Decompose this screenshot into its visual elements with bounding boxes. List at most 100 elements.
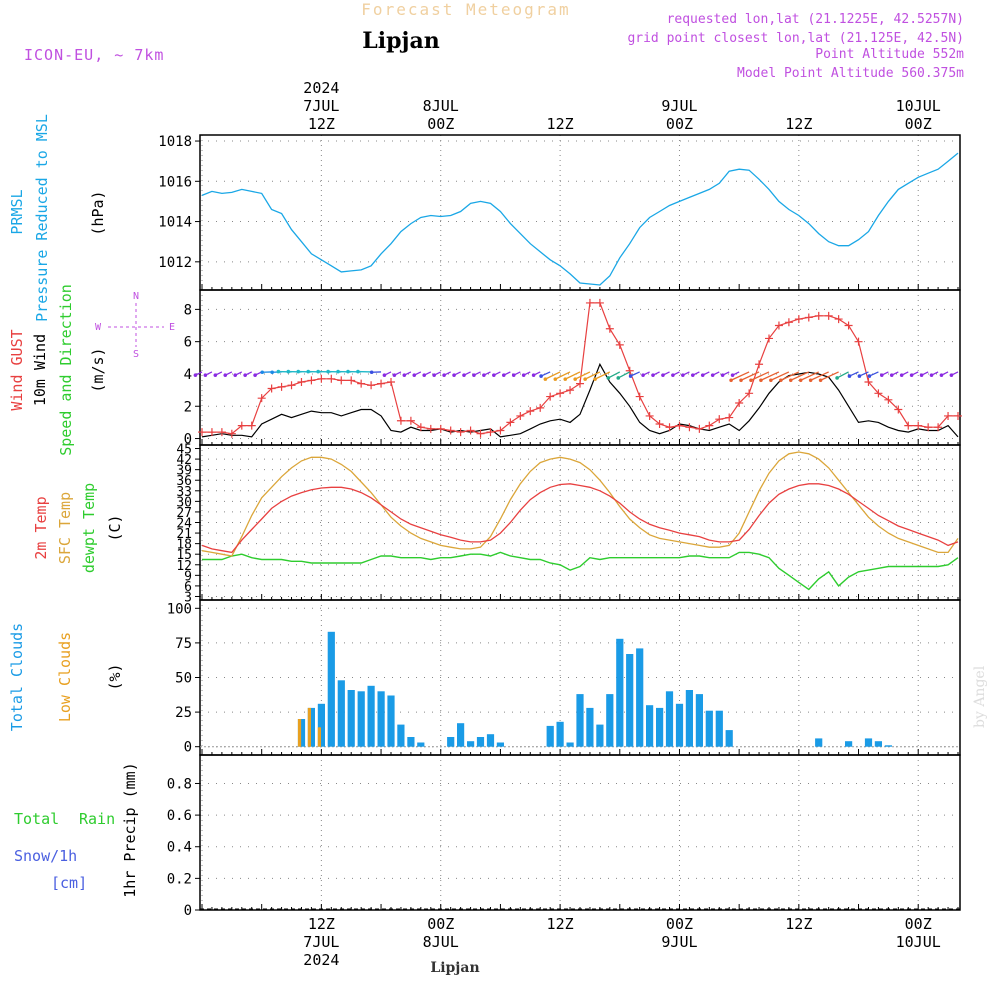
wind-arrow-head [920,373,924,377]
total-cloud-bar [626,654,633,747]
y-tick-label: 0.6 [167,808,192,824]
wind-arrow-head [492,373,496,377]
y-tick-label: 100 [167,601,192,617]
low-cloud-bar [298,719,301,747]
wind-arrow-head [769,378,773,382]
wind-arrow-head [356,370,360,374]
gust-marker [725,414,733,422]
wind-arrow-head [422,373,426,377]
wind-arrow-head [809,378,813,382]
gust-marker [715,415,723,423]
gust-marker [347,376,355,384]
wind-arrow-head [890,373,894,377]
gust-marker [666,423,674,431]
total-cloud-bar [378,691,385,746]
pressure-axis-label: PRMSL [8,189,26,234]
gust-marker [397,417,405,425]
total-cloud-bar [338,680,345,746]
gust-marker [675,422,683,430]
grid-point-coords: grid point closest lon,lat (21.125E, 42.… [627,31,964,46]
gust-marker [855,338,863,346]
temp-axis-label: SFC Temp [56,492,74,564]
gust-marker [467,426,475,434]
total-cloud-bar [815,738,822,746]
legend-snow: Snow/1h [14,847,77,865]
total-cloud-bar [726,730,733,747]
clouds-axis-label: Low Clouds [56,632,74,722]
panel-frame [200,755,960,910]
gust-marker [516,412,524,420]
wind-arrow-head [629,374,633,378]
legend-rain: Rain [79,810,115,828]
total-cloud-bar [497,743,504,747]
signature: by Angel [972,665,988,728]
total-cloud-bar [686,690,693,747]
total-cloud-bar [706,711,713,747]
y-tick-label: 0 [184,740,192,756]
bottom-time-label: 12Z [547,915,574,933]
wind-axis-label: 10m Wind [31,334,49,406]
bottom-time-label: 9JUL [661,933,697,951]
wind-arrow-head [799,378,803,382]
gust-marker [705,422,713,430]
wind-arrow-head [593,377,597,381]
wind-arrow-head [214,373,218,377]
y-tick-label: 0.8 [167,776,192,792]
bottom-time-label: 10JUL [896,933,941,951]
gust-marker [606,325,614,333]
total-cloud-bar [606,694,613,747]
wind-axis-label: Wind GUST [8,329,26,410]
wind-arrow-head [721,373,725,377]
total-cloud-bar [487,734,494,747]
wind-arrow-head [616,376,620,380]
wind-arrow-head [306,370,310,374]
total-cloud-bar [457,723,464,747]
wind-arrow-head [651,373,655,377]
data-layer [194,153,962,909]
wind-arrow-head [691,373,695,377]
total-cloud-bar [885,745,892,746]
wind-arrow-head [316,370,320,374]
total-cloud-bar [666,691,673,746]
model-label: ICON-EU, ~ 7km [24,46,164,64]
wind-arrow-head [880,373,884,377]
wind-arrow [618,372,629,378]
location-title: Lipjan [362,28,439,54]
wind-arrow-head [835,376,839,380]
app-title: Forecast Meteogram [361,0,570,19]
y-tick-label: 1014 [158,215,192,231]
total-cloud-bar [656,708,663,747]
total-cloud-bar [596,725,603,747]
wind-arrow-head [233,373,237,377]
bottom-time-label: 7JUL [303,933,339,951]
wind-arrow-head [522,373,526,377]
gust-marker [198,428,206,436]
total-cloud-bar [547,726,554,747]
compass-e: E [169,322,175,333]
wind-arrow-head [573,377,577,381]
wind-arrow-head [759,378,763,382]
clouds-axis-label: Total Clouds [8,623,26,731]
wind-arrow-head [900,373,904,377]
panel-precip: 0.80.60.40.20 [167,755,960,919]
footer-location: Lipjan [430,960,479,976]
gust-marker [377,380,385,388]
wind-arrow-head [848,374,852,378]
wind-arrow-head [701,373,705,377]
wind-arrow-head [868,374,872,378]
gust-marker [904,422,912,430]
wind-arrow-head [749,378,753,382]
gust-marker [795,315,803,323]
gust-marker [337,376,345,384]
gust-marker [387,378,395,386]
wind-arrow-head [442,373,446,377]
total-cloud-bar [716,711,723,747]
gust-marker [825,312,833,320]
total-cloud-bar [387,696,394,747]
y-tick-label: 1018 [158,134,192,150]
wind-arrow-head [432,373,436,377]
gust-marker [457,428,465,436]
wind-10m-line [202,364,958,437]
